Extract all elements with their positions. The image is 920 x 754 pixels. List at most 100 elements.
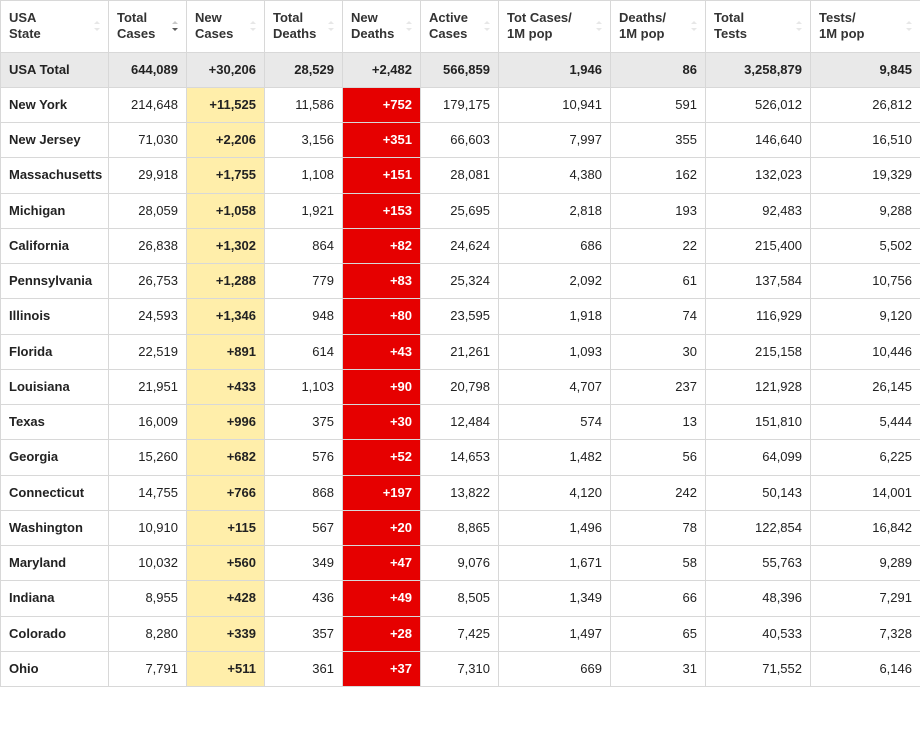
total-row: USA Total644,089+30,20628,529+2,482566,8… xyxy=(1,52,920,87)
cell-deaths_1m: 591 xyxy=(611,87,706,122)
header-label-line1: Tests/ xyxy=(819,10,898,26)
cell-deaths_1m: 30 xyxy=(611,334,706,369)
header-label-line1: New xyxy=(195,10,242,26)
sort-icon[interactable] xyxy=(325,19,337,33)
cell-total_deaths: 361 xyxy=(265,651,343,686)
cell-new_cases: +433 xyxy=(187,369,265,404)
cell-tests_1m: 6,225 xyxy=(811,440,920,475)
cell-state: Massachusetts xyxy=(1,158,109,193)
header-label-line1: New xyxy=(351,10,398,26)
cell-state: Pennsylvania xyxy=(1,264,109,299)
cell-new_deaths: +82 xyxy=(343,228,421,263)
table-row: Connecticut14,755+766868+19713,8224,1202… xyxy=(1,475,920,510)
column-header[interactable]: NewCases xyxy=(187,1,265,53)
covid-states-table: USAStateTotalCasesNewCasesTotalDeathsNew… xyxy=(0,0,920,687)
cell-new_deaths: +20 xyxy=(343,510,421,545)
sort-icon[interactable] xyxy=(403,19,415,33)
cell-tests_1m: 7,291 xyxy=(811,581,920,616)
cell-tot_cases_1m: 2,818 xyxy=(499,193,611,228)
cell-state: USA Total xyxy=(1,52,109,87)
cell-total_tests: 526,012 xyxy=(706,87,811,122)
cell-tot_cases_1m: 2,092 xyxy=(499,264,611,299)
cell-total_tests: 146,640 xyxy=(706,123,811,158)
cell-tests_1m: 19,329 xyxy=(811,158,920,193)
cell-deaths_1m: 66 xyxy=(611,581,706,616)
cell-tot_cases_1m: 4,120 xyxy=(499,475,611,510)
cell-total_cases: 16,009 xyxy=(109,405,187,440)
cell-deaths_1m: 61 xyxy=(611,264,706,299)
cell-new_deaths: +80 xyxy=(343,299,421,334)
cell-tests_1m: 10,446 xyxy=(811,334,920,369)
cell-new_deaths: +351 xyxy=(343,123,421,158)
cell-new_deaths: +28 xyxy=(343,616,421,651)
cell-active_cases: 14,653 xyxy=(421,440,499,475)
column-header[interactable]: Deaths/1M pop xyxy=(611,1,706,53)
sort-icon[interactable] xyxy=(793,19,805,33)
cell-tot_cases_1m: 686 xyxy=(499,228,611,263)
cell-total_deaths: 576 xyxy=(265,440,343,475)
cell-tot_cases_1m: 574 xyxy=(499,405,611,440)
header-label-line2: 1M pop xyxy=(619,26,683,42)
sort-icon[interactable] xyxy=(593,19,605,33)
column-header[interactable]: USAState xyxy=(1,1,109,53)
column-header[interactable]: Tests/1M pop xyxy=(811,1,920,53)
column-header[interactable]: Tot Cases/1M pop xyxy=(499,1,611,53)
cell-new_deaths: +153 xyxy=(343,193,421,228)
cell-new_deaths: +49 xyxy=(343,581,421,616)
cell-tot_cases_1m: 1,918 xyxy=(499,299,611,334)
cell-active_cases: 7,310 xyxy=(421,651,499,686)
sort-icon[interactable] xyxy=(903,19,915,33)
cell-new_cases: +682 xyxy=(187,440,265,475)
cell-deaths_1m: 13 xyxy=(611,405,706,440)
sort-icon[interactable] xyxy=(688,19,700,33)
header-label-line2: Cases xyxy=(117,26,164,42)
cell-deaths_1m: 22 xyxy=(611,228,706,263)
cell-total_cases: 8,955 xyxy=(109,581,187,616)
cell-deaths_1m: 58 xyxy=(611,546,706,581)
sort-icon[interactable] xyxy=(247,19,259,33)
cell-state: Michigan xyxy=(1,193,109,228)
cell-total_cases: 644,089 xyxy=(109,52,187,87)
cell-total_deaths: 948 xyxy=(265,299,343,334)
sort-icon[interactable] xyxy=(481,19,493,33)
header-label-line2: Deaths xyxy=(351,26,398,42)
cell-active_cases: 8,505 xyxy=(421,581,499,616)
cell-total_deaths: 567 xyxy=(265,510,343,545)
column-header[interactable]: ActiveCases xyxy=(421,1,499,53)
cell-total_cases: 8,280 xyxy=(109,616,187,651)
cell-state: Maryland xyxy=(1,546,109,581)
cell-total_deaths: 3,156 xyxy=(265,123,343,158)
cell-tot_cases_1m: 1,482 xyxy=(499,440,611,475)
table-body: USA Total644,089+30,20628,529+2,482566,8… xyxy=(1,52,920,687)
cell-new_cases: +30,206 xyxy=(187,52,265,87)
cell-total_cases: 29,918 xyxy=(109,158,187,193)
header-label-line2: Tests xyxy=(714,26,788,42)
table-row: Indiana8,955+428436+498,5051,3496648,396… xyxy=(1,581,920,616)
cell-tests_1m: 26,145 xyxy=(811,369,920,404)
column-header[interactable]: TotalTests xyxy=(706,1,811,53)
cell-total_cases: 14,755 xyxy=(109,475,187,510)
column-header[interactable]: TotalCases xyxy=(109,1,187,53)
column-header[interactable]: NewDeaths xyxy=(343,1,421,53)
cell-new_cases: +1,058 xyxy=(187,193,265,228)
cell-total_tests: 55,763 xyxy=(706,546,811,581)
cell-state: Louisiana xyxy=(1,369,109,404)
cell-new_deaths: +197 xyxy=(343,475,421,510)
cell-total_cases: 214,648 xyxy=(109,87,187,122)
cell-tot_cases_1m: 1,496 xyxy=(499,510,611,545)
cell-total_deaths: 1,921 xyxy=(265,193,343,228)
cell-new_deaths: +52 xyxy=(343,440,421,475)
cell-total_tests: 151,810 xyxy=(706,405,811,440)
sort-icon[interactable] xyxy=(169,19,181,33)
sort-icon[interactable] xyxy=(91,19,103,33)
cell-state: Washington xyxy=(1,510,109,545)
cell-total_deaths: 864 xyxy=(265,228,343,263)
header-label-line1: Tot Cases/ xyxy=(507,10,588,26)
cell-new_cases: +1,346 xyxy=(187,299,265,334)
column-header[interactable]: TotalDeaths xyxy=(265,1,343,53)
cell-total_deaths: 349 xyxy=(265,546,343,581)
header-label-line1: Total xyxy=(117,10,164,26)
cell-tot_cases_1m: 1,093 xyxy=(499,334,611,369)
cell-deaths_1m: 78 xyxy=(611,510,706,545)
cell-total_cases: 7,791 xyxy=(109,651,187,686)
